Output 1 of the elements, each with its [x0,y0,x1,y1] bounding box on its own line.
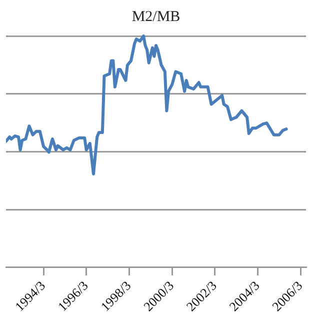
chart-title: M2/MB [132,8,180,25]
